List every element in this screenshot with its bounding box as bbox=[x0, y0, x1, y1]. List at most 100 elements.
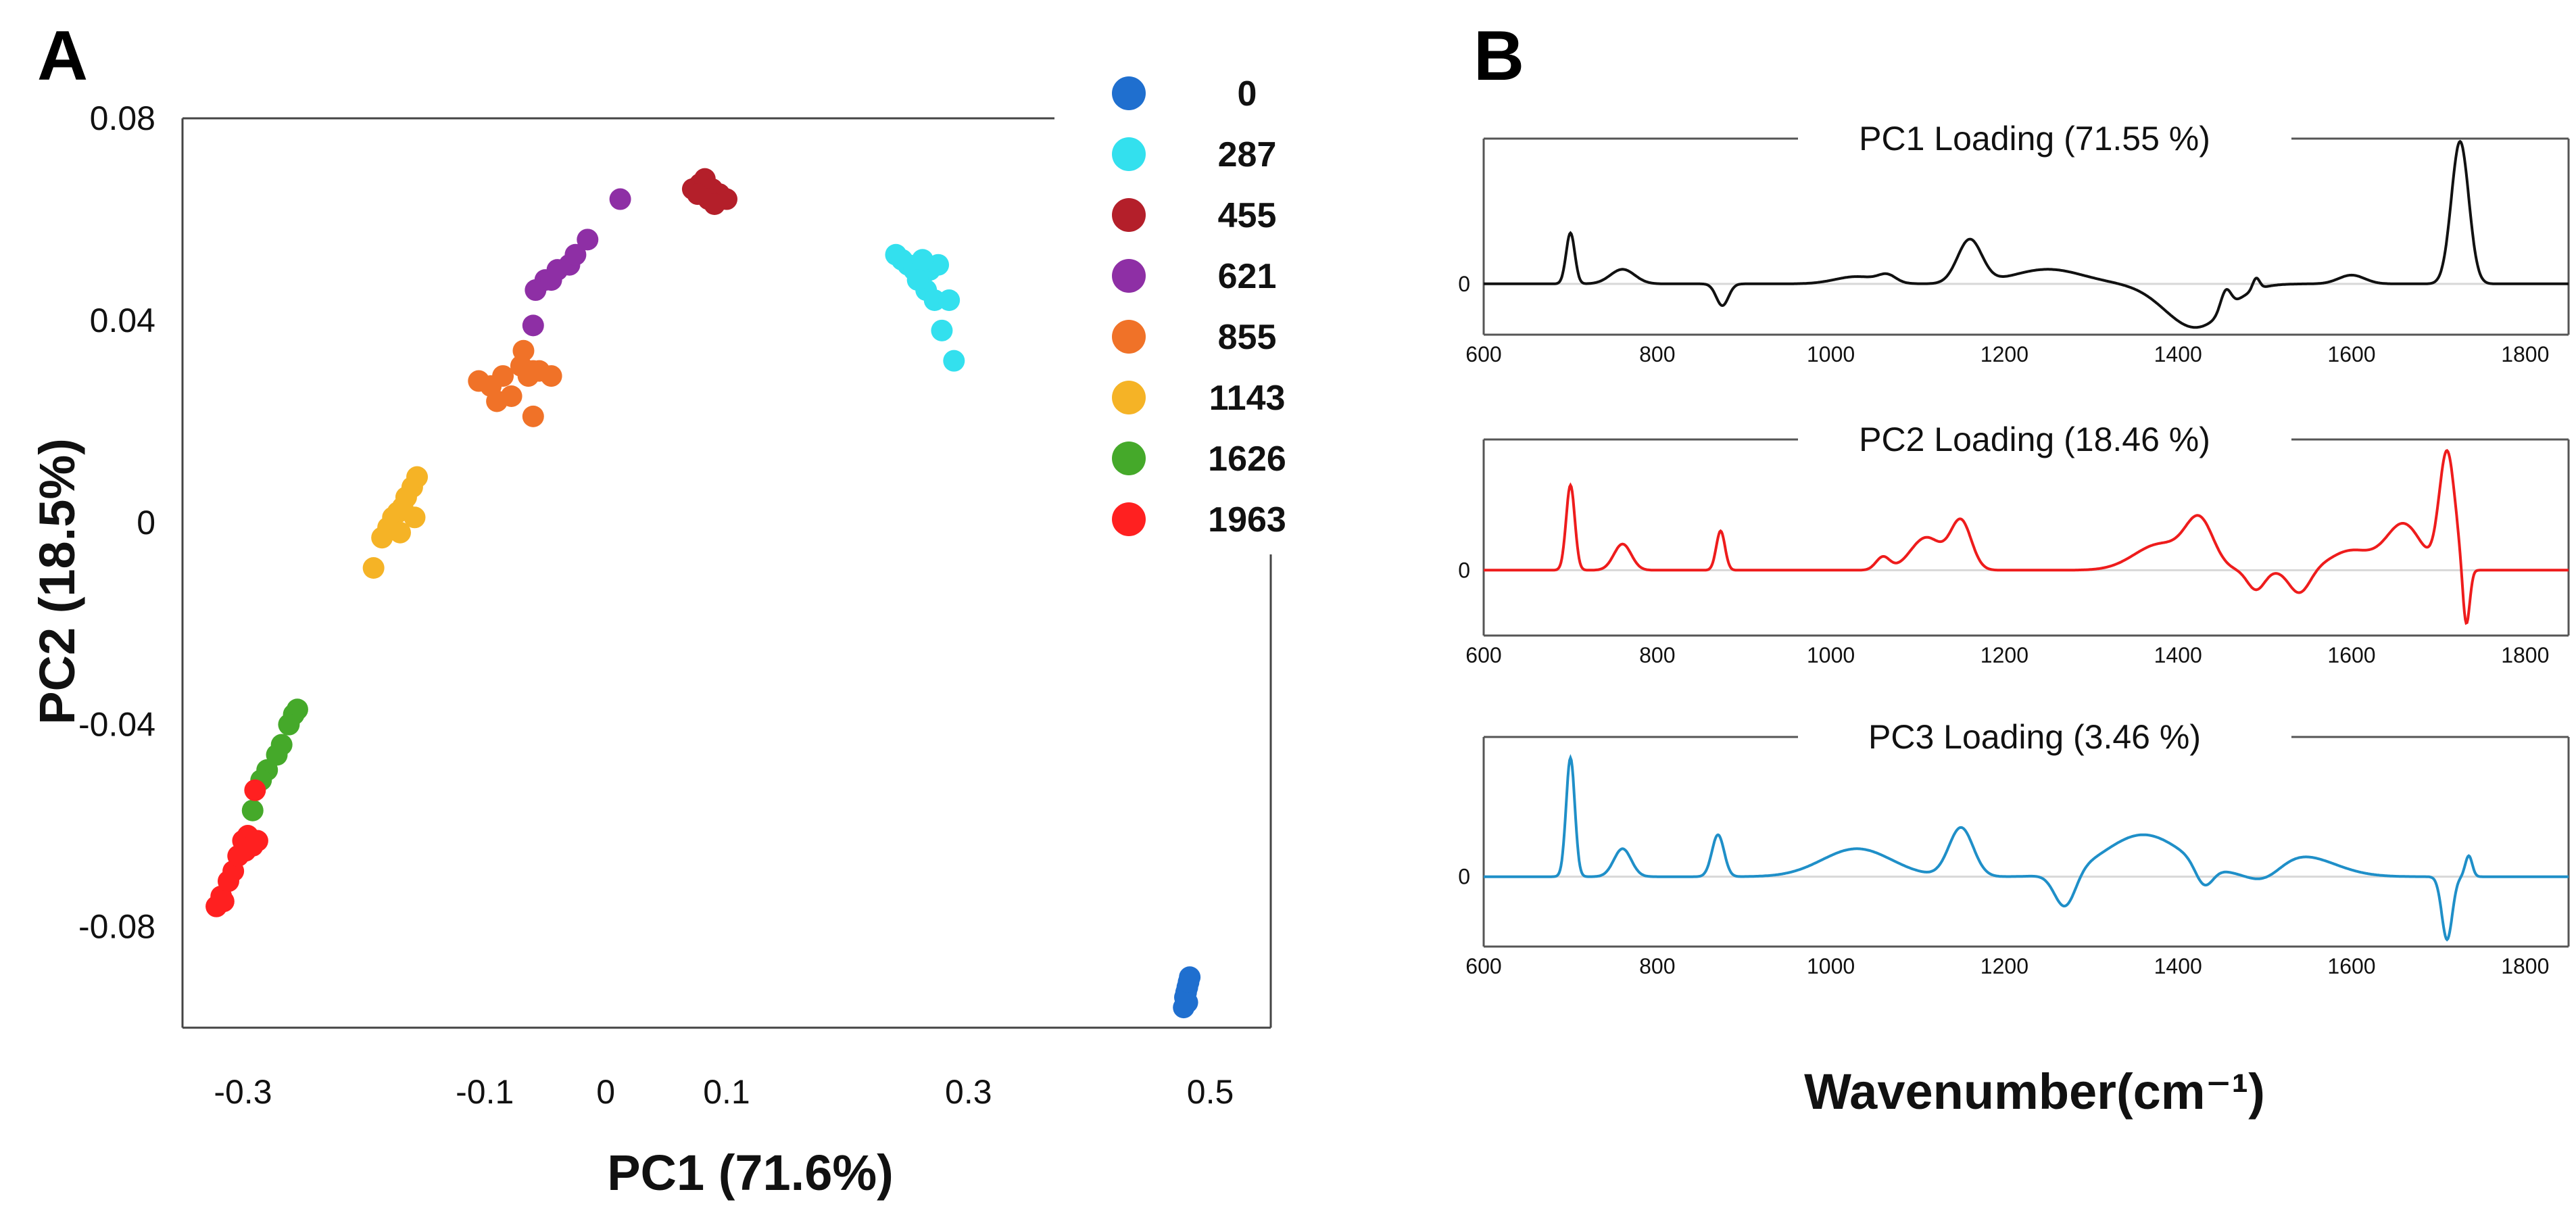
loading-spectrum-line bbox=[1484, 448, 2569, 625]
pca-y-tick-label: -0.04 bbox=[78, 706, 155, 744]
pca-x-tick-label: -0.1 bbox=[456, 1073, 514, 1111]
loading-title: PC2 Loading (18.46 %) bbox=[1859, 421, 2210, 458]
data-point bbox=[212, 890, 235, 913]
pca-x-tick-label: 0.3 bbox=[945, 1073, 992, 1111]
legend-label: 455 bbox=[1218, 196, 1277, 235]
legend-marker bbox=[1112, 502, 1146, 536]
pca-y-tick-label: -0.08 bbox=[78, 908, 155, 946]
loading-x-tick-label: 1600 bbox=[2327, 954, 2375, 978]
series-621 bbox=[522, 188, 631, 337]
legend-marker bbox=[1112, 76, 1146, 110]
data-point bbox=[404, 506, 426, 529]
loading-x-tick-label: 1800 bbox=[2501, 342, 2549, 366]
loading-x-tick-label: 1200 bbox=[1980, 342, 2028, 366]
legend-label: 621 bbox=[1218, 257, 1277, 296]
pca-y-tick-label: 0 bbox=[137, 504, 155, 542]
legend-item: 1143 bbox=[1112, 379, 1285, 418]
legend-item: 455 bbox=[1112, 196, 1276, 235]
legend-label: 1626 bbox=[1208, 439, 1286, 479]
panel-b-label: B bbox=[1474, 17, 1524, 95]
data-point bbox=[512, 339, 535, 362]
data-point bbox=[911, 249, 933, 271]
series-1963 bbox=[205, 779, 268, 917]
pca-x-tick-labels: -0.3 -0.1 0 0.1 0.3 0.5 bbox=[214, 1073, 1234, 1111]
loading-spectrum-line bbox=[1484, 754, 2569, 942]
data-point bbox=[687, 183, 709, 206]
loading-x-tick-label: 1000 bbox=[1807, 643, 1855, 667]
data-point bbox=[235, 840, 257, 862]
legend-item: 0 bbox=[1112, 74, 1257, 114]
loading-x-tick-label: 1400 bbox=[2154, 342, 2202, 366]
pca-points bbox=[205, 168, 1201, 1019]
pca-x-axis-title: PC1 (71.6%) bbox=[607, 1145, 894, 1201]
data-point bbox=[492, 365, 514, 387]
loading-x-tick-label: 1000 bbox=[1807, 342, 1855, 366]
data-point bbox=[906, 269, 929, 291]
legend-label: 1963 bbox=[1208, 500, 1286, 540]
legend-label: 1143 bbox=[1209, 379, 1286, 418]
data-point bbox=[389, 521, 411, 544]
legend-item: 287 bbox=[1112, 135, 1276, 174]
loading-x-tick-label: 800 bbox=[1639, 643, 1675, 667]
data-point bbox=[931, 319, 953, 341]
data-point bbox=[540, 365, 562, 387]
data-point bbox=[938, 289, 961, 311]
data-point bbox=[943, 350, 965, 372]
data-point bbox=[577, 229, 599, 251]
data-point bbox=[486, 390, 508, 412]
loading-x-tick-label: 1000 bbox=[1807, 954, 1855, 978]
loading-y-tick-label: 0 bbox=[1458, 558, 1470, 582]
data-point bbox=[564, 243, 587, 266]
series-1626 bbox=[241, 698, 308, 821]
loading-x-tick-label: 1800 bbox=[2501, 643, 2549, 667]
loading-x-tick-label: 800 bbox=[1639, 342, 1675, 366]
series-455 bbox=[681, 168, 737, 216]
loading-plots: PC1 Loading (71.55 %) 0 600 800 1000 1200 1400… bbox=[1458, 120, 2570, 978]
series-287 bbox=[885, 243, 965, 372]
series-855 bbox=[468, 339, 562, 427]
pca-y-axis-title: PC2 (18.5%) bbox=[29, 438, 85, 725]
loading-x-tick-label: 1200 bbox=[1980, 643, 2028, 667]
series-0 bbox=[1173, 966, 1201, 1019]
pca-score-plot: -0.08 -0.04 0 0.04 0.08 -0.3 -0.1 0 0.1 0.3 0.5 P… bbox=[29, 74, 1286, 1201]
loading-x-tick-label: 1400 bbox=[2154, 643, 2202, 667]
legend-marker bbox=[1112, 259, 1146, 293]
legend-item: 1963 bbox=[1112, 500, 1286, 540]
loading-x-tick-label: 800 bbox=[1639, 954, 1675, 978]
pca-x-tick-label: -0.3 bbox=[214, 1073, 272, 1111]
loading-x-tick-label: 1200 bbox=[1980, 954, 2028, 978]
panel-a-label: A bbox=[37, 17, 88, 95]
legend-label: 287 bbox=[1218, 135, 1277, 174]
loading-plot-pc2: PC2 Loading (18.46 %) 0 600 800 1000 1200 1400… bbox=[1458, 421, 2570, 667]
data-point bbox=[522, 405, 544, 427]
pca-y-tick-labels: -0.08 -0.04 0 0.04 0.08 bbox=[78, 99, 155, 946]
loading-title: PC3 Loading (3.46 %) bbox=[1868, 718, 2201, 756]
pca-y-tick-label: 0.04 bbox=[90, 302, 155, 339]
pca-x-tick-label: 0.1 bbox=[703, 1073, 750, 1111]
legend-item: 855 bbox=[1112, 318, 1276, 357]
data-point bbox=[241, 799, 264, 821]
data-point bbox=[406, 466, 429, 488]
loading-x-tick-label: 600 bbox=[1465, 342, 1501, 366]
legend-marker bbox=[1112, 381, 1146, 414]
data-point bbox=[278, 713, 300, 736]
pca-x-tick-label: 0.5 bbox=[1187, 1073, 1234, 1111]
pca-y-tick-label: 0.08 bbox=[90, 99, 155, 137]
pca-plot-frame bbox=[181, 117, 1272, 1029]
legend-label: 0 bbox=[1238, 74, 1257, 114]
wavenumber-axis-title: Wavenumber(cm⁻¹) bbox=[1804, 1064, 2265, 1120]
legend-marker bbox=[1112, 198, 1146, 232]
data-point bbox=[522, 314, 544, 337]
loading-x-tick-label: 1400 bbox=[2154, 954, 2202, 978]
legend-item: 621 bbox=[1112, 257, 1276, 296]
loading-y-tick-label: 0 bbox=[1458, 272, 1470, 296]
loading-x-tick-label: 600 bbox=[1465, 954, 1501, 978]
loading-y-tick-label: 0 bbox=[1458, 865, 1470, 889]
data-point bbox=[362, 557, 385, 579]
legend-marker bbox=[1112, 320, 1146, 354]
series-1143 bbox=[362, 466, 429, 579]
loading-x-tick-label: 600 bbox=[1465, 643, 1501, 667]
legend-item: 1626 bbox=[1112, 439, 1286, 479]
loading-x-tick-label: 1800 bbox=[2501, 954, 2549, 978]
